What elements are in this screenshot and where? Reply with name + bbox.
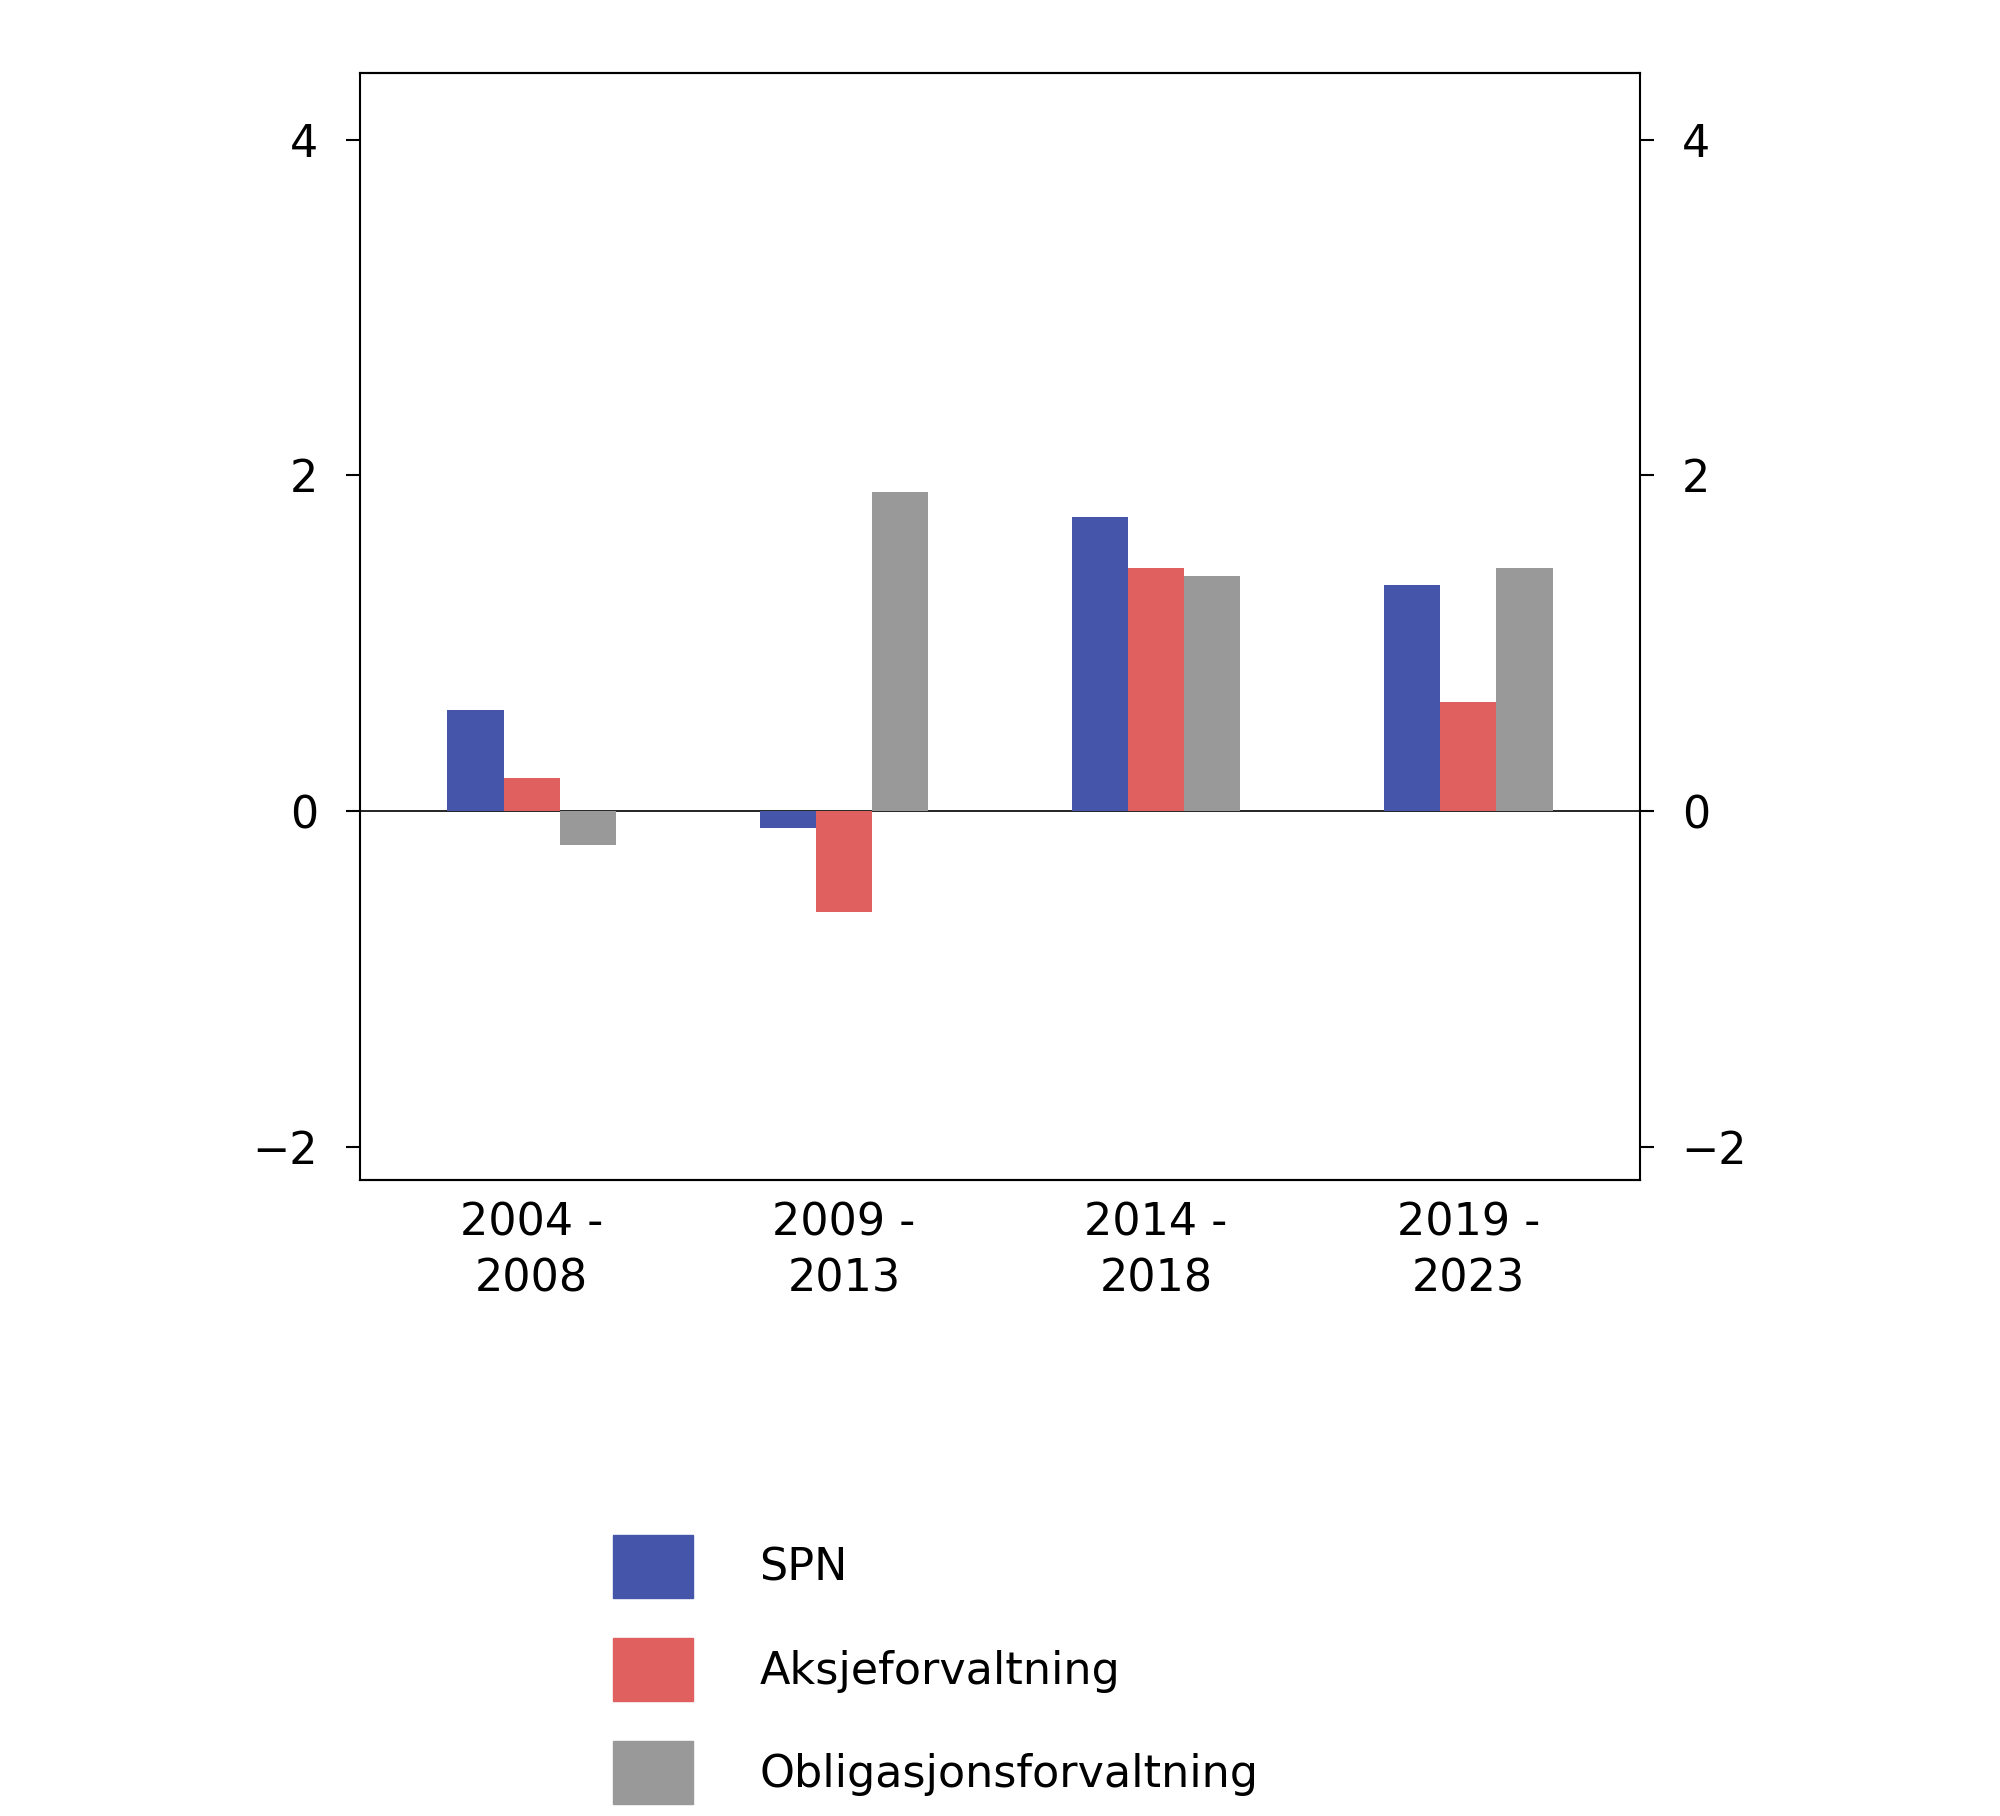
Bar bbox=[448, 710, 504, 812]
Bar bbox=[1128, 568, 1184, 812]
Bar bbox=[504, 777, 560, 812]
Bar bbox=[1440, 703, 1496, 812]
Legend: SPN, Aksjeforvaltning, Obligasjonsforvaltning: SPN, Aksjeforvaltning, Obligasjonsforval… bbox=[612, 1535, 1258, 1803]
Bar bbox=[872, 492, 928, 812]
Bar bbox=[1072, 518, 1128, 812]
Bar bbox=[760, 812, 816, 828]
Bar bbox=[560, 812, 616, 844]
Bar bbox=[816, 812, 872, 912]
Bar bbox=[1184, 576, 1240, 812]
Bar bbox=[1384, 585, 1440, 812]
Bar bbox=[1496, 568, 1552, 812]
